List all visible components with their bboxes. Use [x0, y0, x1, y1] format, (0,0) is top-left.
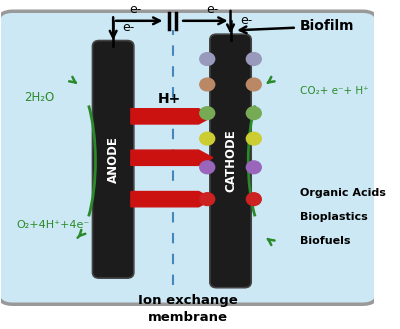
Text: Organic Acids: Organic Acids — [300, 188, 386, 198]
Text: ANODE: ANODE — [107, 136, 120, 183]
Circle shape — [200, 193, 215, 206]
Text: e-: e- — [129, 3, 142, 16]
Circle shape — [200, 107, 215, 119]
Text: 2H₂O: 2H₂O — [24, 91, 54, 104]
FancyArrow shape — [131, 109, 213, 124]
Circle shape — [246, 161, 261, 174]
Circle shape — [246, 53, 261, 65]
Text: Ion exchange
membrane: Ion exchange membrane — [138, 294, 238, 324]
Circle shape — [246, 132, 261, 145]
Circle shape — [246, 193, 261, 206]
FancyBboxPatch shape — [92, 40, 134, 278]
Circle shape — [200, 132, 215, 145]
Text: Biofuels: Biofuels — [300, 236, 351, 245]
Text: Biofilm: Biofilm — [240, 19, 354, 33]
FancyArrow shape — [131, 191, 213, 207]
Text: Bioplastics: Bioplastics — [300, 212, 368, 222]
Text: O₂+4H⁺+4e⁻: O₂+4H⁺+4e⁻ — [16, 220, 90, 230]
Text: CATHODE: CATHODE — [224, 130, 237, 192]
Text: H+: H+ — [158, 92, 181, 106]
Circle shape — [246, 107, 261, 119]
Text: e-: e- — [122, 21, 135, 34]
Text: CO₂+ e⁻+ H⁺: CO₂+ e⁻+ H⁺ — [300, 86, 369, 96]
FancyBboxPatch shape — [210, 34, 251, 288]
Text: e-: e- — [206, 3, 218, 16]
Circle shape — [246, 78, 261, 91]
FancyBboxPatch shape — [0, 11, 378, 304]
FancyArrow shape — [131, 150, 213, 165]
Circle shape — [200, 53, 215, 65]
Circle shape — [200, 161, 215, 174]
Circle shape — [200, 78, 215, 91]
Text: e-: e- — [240, 14, 252, 27]
